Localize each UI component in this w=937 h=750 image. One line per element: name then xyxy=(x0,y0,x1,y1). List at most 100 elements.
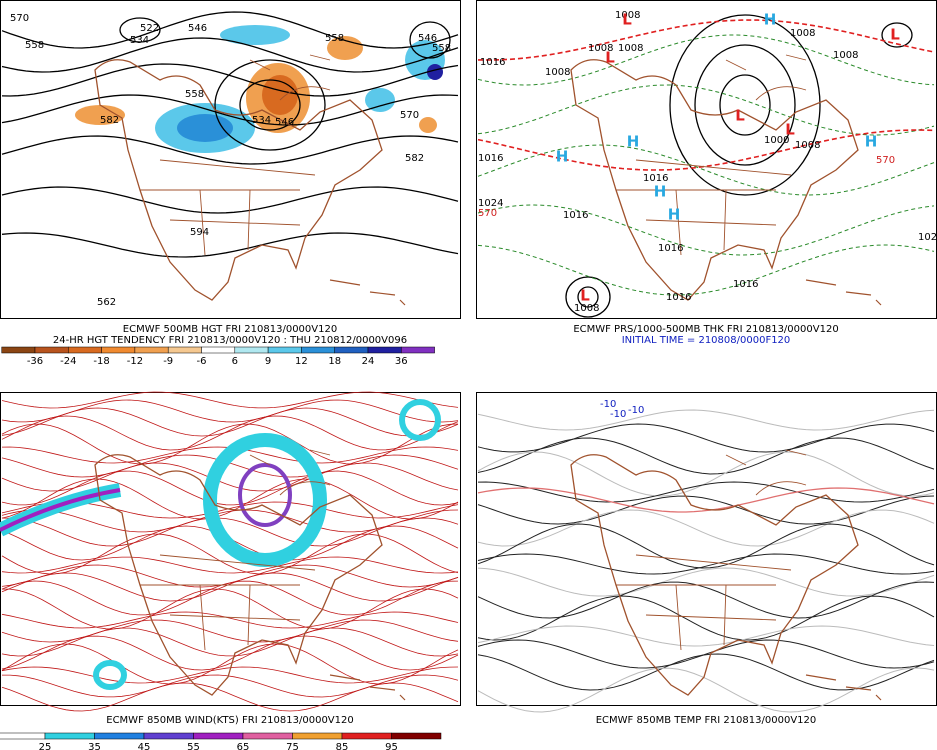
isotherm xyxy=(477,625,935,647)
colorbar-segment xyxy=(101,346,136,354)
height-contours xyxy=(1,11,459,258)
high-markers: H H H H H H xyxy=(556,11,878,224)
colorbar-label: -6 xyxy=(197,356,207,367)
streamline xyxy=(1,556,459,574)
colorbar-label: 12 xyxy=(295,356,308,367)
isobar xyxy=(719,74,771,136)
colorbar-label: 85 xyxy=(336,742,349,750)
pressure-contours xyxy=(477,14,935,318)
colorbar-segment xyxy=(201,346,236,354)
colorbar-label: 6 xyxy=(232,356,238,367)
low-marker: L xyxy=(580,287,590,305)
contour-label: 534 xyxy=(130,35,149,46)
contour-labels: -10 -10 -10 xyxy=(600,399,644,420)
streamline xyxy=(1,682,459,712)
contour-label: 546 xyxy=(418,33,437,44)
contour xyxy=(1,11,459,49)
high-marker: H xyxy=(556,148,569,166)
contour xyxy=(119,17,161,43)
streamline xyxy=(1,611,459,629)
contour-label: 1016 xyxy=(480,57,505,68)
colorbar-label: -24 xyxy=(60,356,76,367)
contour xyxy=(1,63,459,97)
colorbar-segment xyxy=(1,346,36,354)
isotherm xyxy=(477,553,935,575)
low-markers: L L L L L L xyxy=(580,11,900,305)
low-marker: L xyxy=(622,11,632,29)
contour-label: 562 xyxy=(97,297,116,308)
contour-label: 582 xyxy=(100,115,119,126)
caption: ECMWF PRS/1000-500MB THK FRI 210813/0000… xyxy=(573,324,838,335)
contour-label: -10 xyxy=(610,409,626,420)
streamline xyxy=(1,666,459,684)
low-marker: L xyxy=(605,49,615,67)
colorbar-segment xyxy=(391,732,442,740)
isotherm xyxy=(477,595,935,641)
thickness-line xyxy=(477,244,935,296)
isotherm xyxy=(477,481,935,503)
colorbar-segment xyxy=(134,346,169,354)
contour xyxy=(409,21,451,59)
streamline xyxy=(2,517,459,547)
high-marker: H xyxy=(654,183,667,201)
streamline xyxy=(1,470,459,506)
contour-label: 1000 xyxy=(764,135,789,146)
isotherm xyxy=(477,523,935,569)
colorbar: 25 35 45 55 65 75 85 95 xyxy=(0,732,442,750)
contour-label: 1008 xyxy=(574,303,599,314)
streamline xyxy=(1,391,459,409)
streamline xyxy=(1,533,459,575)
contour-label: 534 xyxy=(252,115,271,126)
isotherm xyxy=(477,451,935,497)
thickness-line xyxy=(477,34,935,86)
contour-label: 546 xyxy=(275,117,294,128)
isotherm xyxy=(477,509,935,547)
colorbar: -36 -24 -18 -12 -9 -6 6 9 12 18 24 36 xyxy=(1,346,435,367)
contour xyxy=(1,135,459,165)
colorbar-label: 55 xyxy=(187,742,200,750)
low-marker: L xyxy=(735,107,745,125)
colorbar-segment xyxy=(193,732,244,740)
streamlines xyxy=(1,391,459,712)
colorbar-segment xyxy=(44,732,95,740)
contour-label: 1016 xyxy=(563,210,588,221)
isotherm xyxy=(477,667,935,713)
colorbar-label: 75 xyxy=(286,742,299,750)
wind-fill xyxy=(0,399,441,690)
contour-label: 1016 xyxy=(658,243,683,254)
contour-label: 570 xyxy=(876,155,895,166)
panel-frame xyxy=(0,0,461,319)
isotherm xyxy=(477,409,935,431)
streamline xyxy=(1,478,459,520)
contour-label: 570 xyxy=(400,110,419,121)
contour-label: 558 xyxy=(325,33,344,44)
colorbar-segment xyxy=(242,732,293,740)
high-marker: H xyxy=(764,11,777,29)
streamline xyxy=(1,635,459,671)
contour xyxy=(1,94,459,126)
streamline xyxy=(2,588,459,630)
colorbar-segment xyxy=(267,346,302,354)
isobar xyxy=(565,276,611,318)
colorbar-segment xyxy=(292,732,343,740)
contour-label: 1016 xyxy=(478,153,503,164)
contour-label: 1016 xyxy=(643,173,668,184)
colorbar-segment xyxy=(334,346,369,354)
contour-label: 546 xyxy=(188,23,207,34)
contour-label: 558 xyxy=(432,43,451,54)
colorbar-label: -12 xyxy=(127,356,143,367)
thickness-line xyxy=(477,129,935,171)
contour xyxy=(1,37,459,73)
isobar xyxy=(577,286,599,308)
colorbar-label: -9 xyxy=(163,356,173,367)
caption: ECMWF 850MB WIND(KTS) FRI 210813/0000V12… xyxy=(106,715,354,726)
caption: 24-HR HGT TENDENCY FRI 210813/0000V120 :… xyxy=(53,335,407,346)
colorbar-label: 65 xyxy=(237,742,250,750)
colorbar-label: 24 xyxy=(362,356,375,367)
colorbar-label: -18 xyxy=(93,356,109,367)
contour-label: 570 xyxy=(10,13,29,24)
contour xyxy=(1,186,459,214)
colorbar-label: 9 xyxy=(265,356,271,367)
isobar xyxy=(669,14,821,196)
